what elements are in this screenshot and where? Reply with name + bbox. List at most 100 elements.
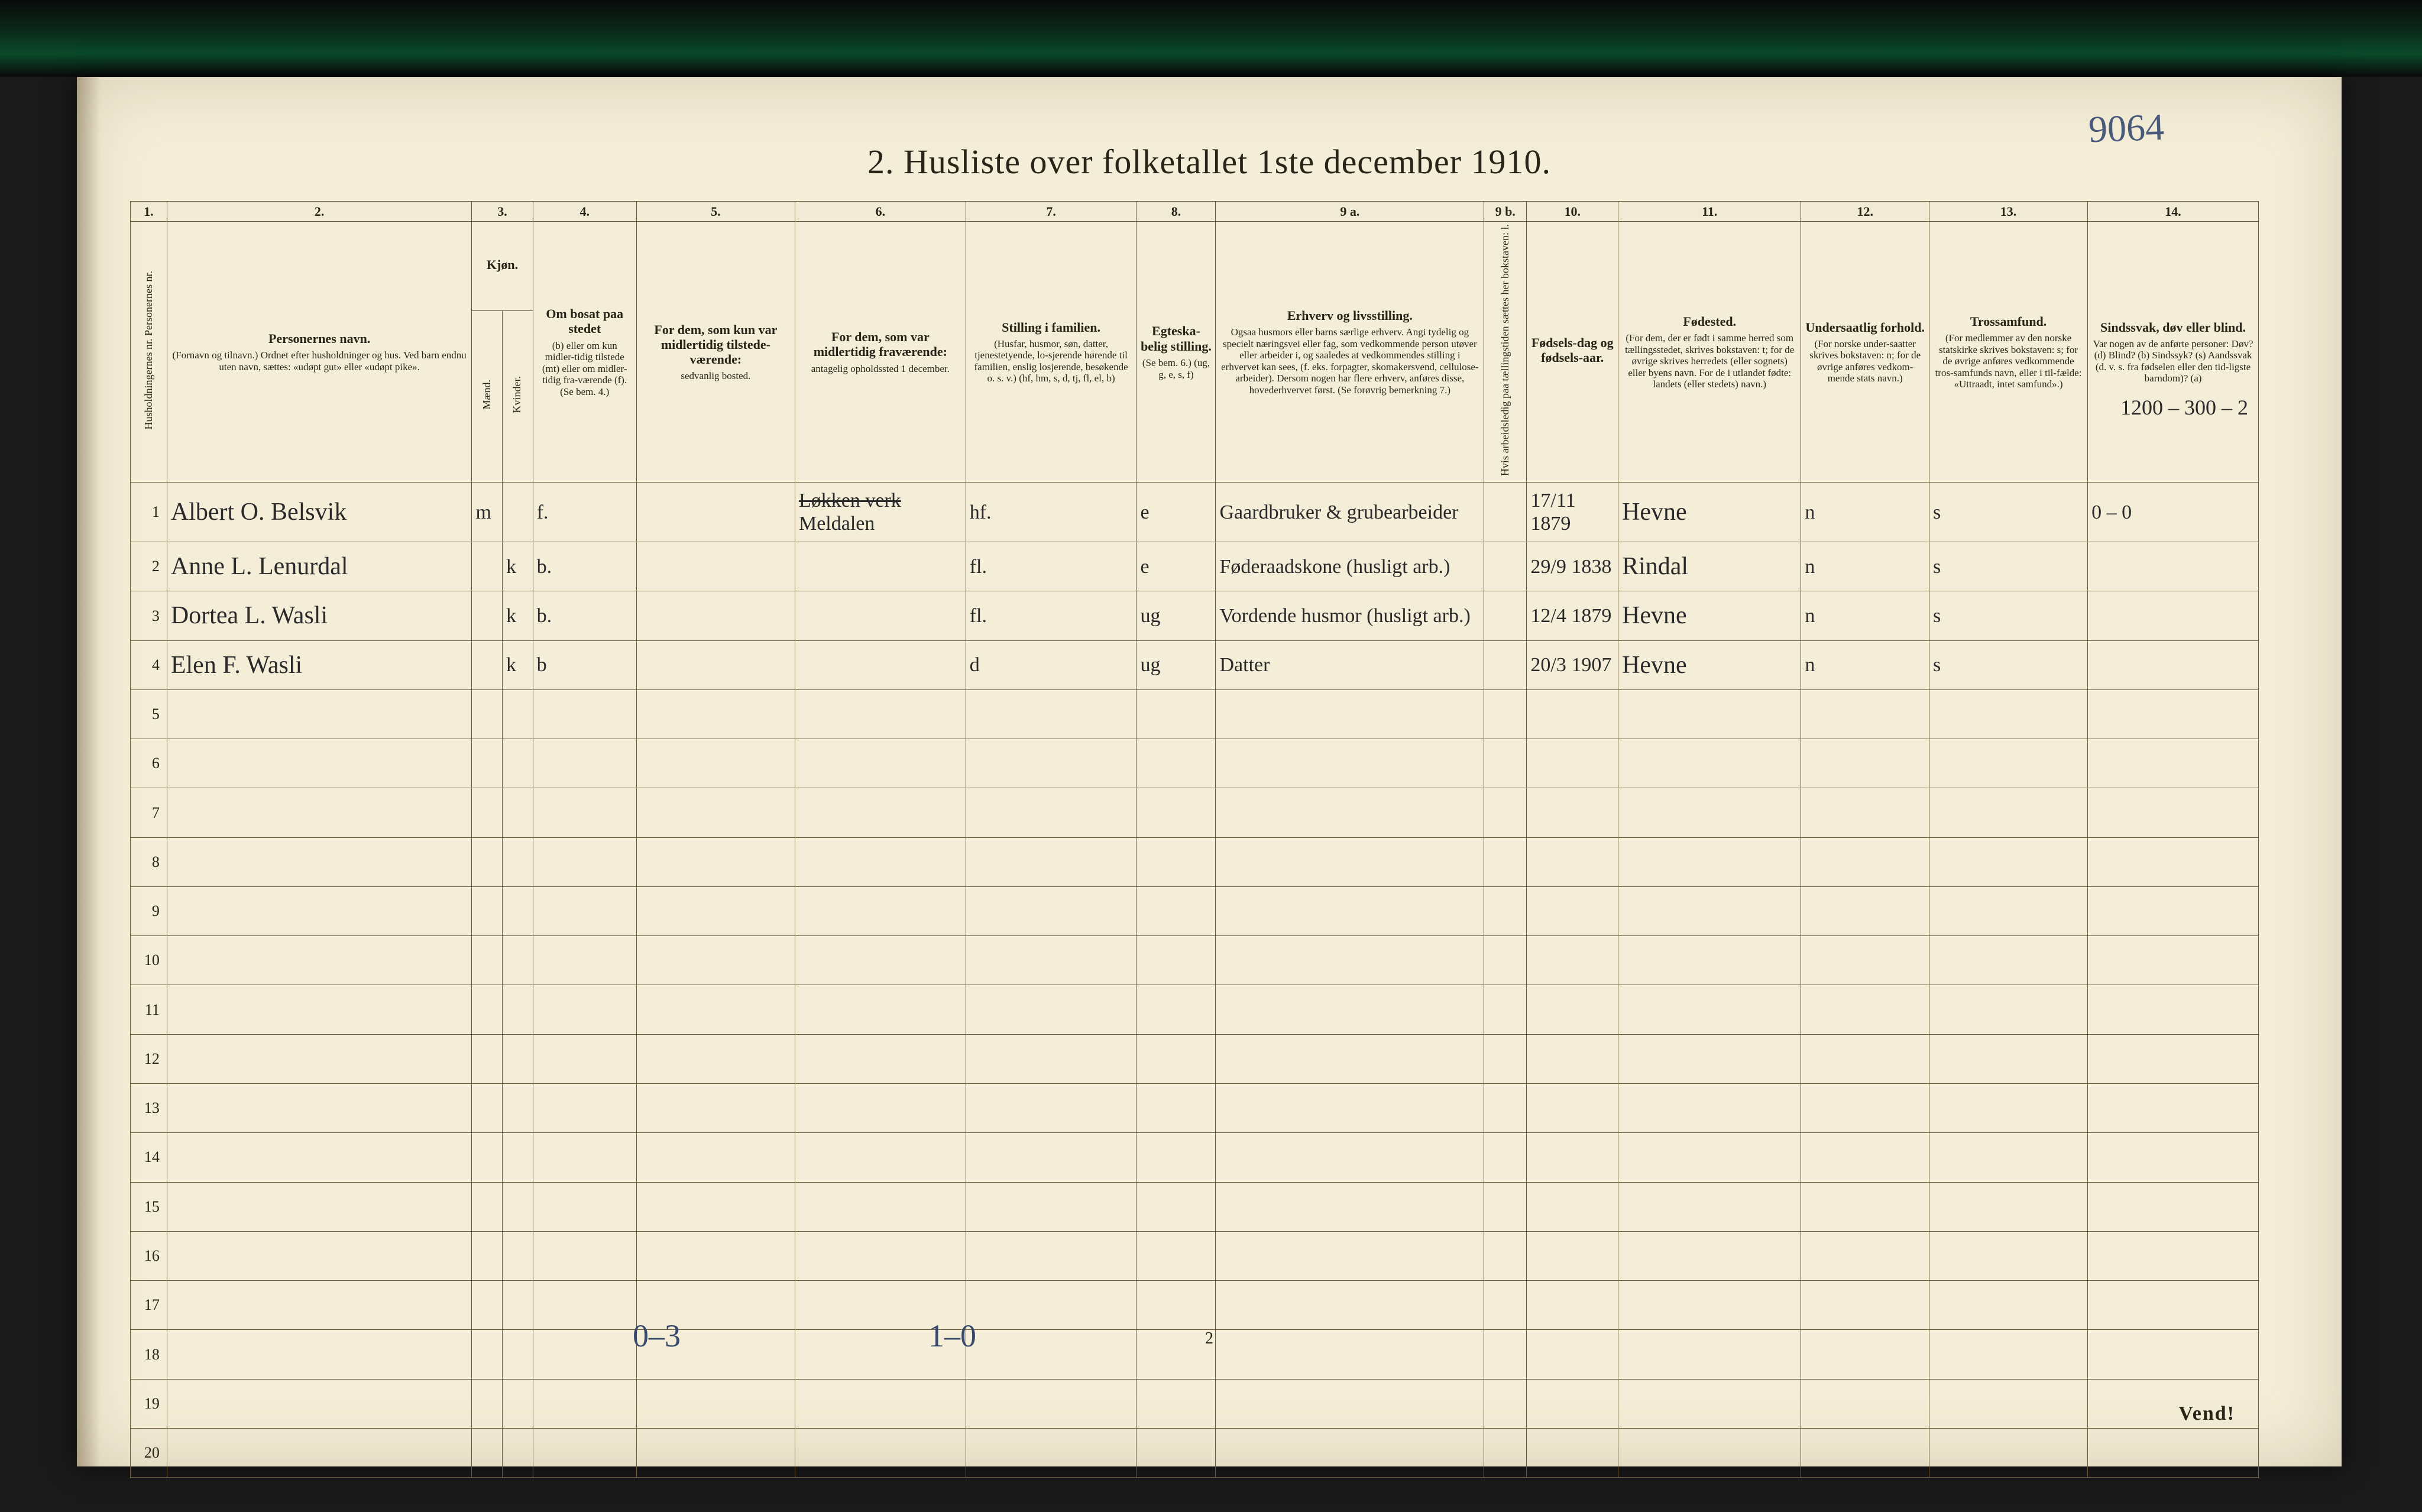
empty-cell	[533, 1330, 636, 1379]
hdr-11: Fødested. (For dem, der er født i samme …	[1618, 222, 1801, 483]
table-row: 3Dortea L. Waslikb.fl.ugVordende husmor …	[131, 591, 2259, 640]
row-number: 12	[131, 1034, 167, 1083]
table-row-empty: 5	[131, 689, 2259, 739]
empty-cell	[2088, 886, 2259, 935]
row-number: 15	[131, 1182, 167, 1231]
empty-cell	[503, 837, 533, 886]
empty-cell	[1216, 936, 1484, 985]
empty-cell	[636, 689, 795, 739]
empty-cell	[533, 689, 636, 739]
empty-cell	[1618, 739, 1801, 788]
empty-cell	[472, 1034, 503, 1083]
hdr-11-title: Fødested.	[1622, 314, 1797, 329]
empty-cell	[1136, 1133, 1216, 1182]
hdr-8: Egteska-belig stilling. (Se bem. 6.) (ug…	[1136, 222, 1216, 483]
empty-cell	[2088, 1231, 2259, 1280]
empty-cell	[795, 739, 966, 788]
hdr-4: Om bosat paa stedet (b) eller om kun mid…	[533, 222, 636, 483]
empty-cell	[533, 1182, 636, 1231]
row-number: 6	[131, 739, 167, 788]
empty-cell	[533, 1281, 636, 1330]
hdr-13: Trossamfund. (For medlemmer av den norsk…	[1929, 222, 2087, 483]
row-number: 9	[131, 886, 167, 935]
cell-c7: fl.	[966, 591, 1136, 640]
empty-cell	[966, 1034, 1136, 1083]
cell-sex-k: k	[503, 640, 533, 689]
hdr-5: For dem, som kun var midlertidig tilsted…	[636, 222, 795, 483]
cell-name: Albert O. Belsvik	[167, 483, 472, 542]
empty-cell	[1527, 1182, 1618, 1231]
colnum-9b: 9 b.	[1484, 202, 1527, 222]
empty-cell	[636, 1133, 795, 1182]
empty-cell	[1136, 886, 1216, 935]
cell-c5	[636, 542, 795, 591]
cell-c13: s	[1929, 483, 2087, 542]
empty-cell	[1801, 1428, 1929, 1477]
empty-cell	[636, 1428, 795, 1477]
hdr-2-sub: (Fornavn og tilnavn.) Ordnet efter husho…	[171, 349, 468, 373]
row-number: 13	[131, 1083, 167, 1132]
empty-cell	[1929, 739, 2087, 788]
empty-cell	[1136, 985, 1216, 1034]
cell-c7: fl.	[966, 542, 1136, 591]
empty-cell	[1527, 936, 1618, 985]
empty-cell	[1929, 788, 2087, 837]
empty-cell	[1801, 788, 1929, 837]
empty-cell	[1929, 936, 2087, 985]
empty-cell	[1929, 1231, 2087, 1280]
table-row-empty: 9	[131, 886, 2259, 935]
empty-cell	[1929, 886, 2087, 935]
empty-cell	[1136, 1281, 1216, 1330]
row-number: 19	[131, 1379, 167, 1428]
page-title: 2. Husliste over folketallet 1ste decemb…	[77, 142, 2342, 182]
empty-cell	[636, 1231, 795, 1280]
empty-cell	[1618, 837, 1801, 886]
empty-cell	[1527, 886, 1618, 935]
empty-cell	[795, 1231, 966, 1280]
hdr-2: Personernes navn. (Fornavn og tilnavn.) …	[167, 222, 472, 483]
hdr-7-sub: (Husfar, husmor, søn, datter, tjenestety…	[970, 338, 1133, 384]
column-number-row: 1. 2. 3. 4. 5. 6. 7. 8. 9 a. 9 b. 10. 11…	[131, 202, 2259, 222]
colnum-1: 1.	[131, 202, 167, 222]
table-row-empty: 17	[131, 1281, 2259, 1330]
empty-cell	[167, 1034, 472, 1083]
empty-cell	[503, 1428, 533, 1477]
empty-cell	[2088, 689, 2259, 739]
hdr-10: Fødsels-dag og fødsels-aar.	[1527, 222, 1618, 483]
empty-cell	[2088, 1083, 2259, 1132]
empty-cell	[1216, 1133, 1484, 1182]
empty-cell	[1484, 1083, 1527, 1132]
hdr-2-title: Personernes navn.	[171, 331, 468, 346]
empty-cell	[1216, 1182, 1484, 1231]
empty-cell	[1527, 1379, 1618, 1428]
cell-c12: n	[1801, 542, 1929, 591]
table-row-empty: 10	[131, 936, 2259, 985]
cell-c14	[2088, 542, 2259, 591]
empty-cell	[167, 689, 472, 739]
empty-cell	[167, 739, 472, 788]
empty-cell	[503, 739, 533, 788]
empty-cell	[966, 739, 1136, 788]
table-row-empty: 11	[131, 985, 2259, 1034]
empty-cell	[1801, 886, 1929, 935]
table-row-empty: 13	[131, 1083, 2259, 1132]
empty-cell	[966, 1281, 1136, 1330]
cell-sex-m: m	[472, 483, 503, 542]
empty-cell	[1216, 1231, 1484, 1280]
cell-bosat: b.	[533, 542, 636, 591]
empty-cell	[966, 1379, 1136, 1428]
empty-cell	[503, 1281, 533, 1330]
cell-sex-m	[472, 591, 503, 640]
empty-cell	[1136, 1330, 1216, 1379]
empty-cell	[1618, 1428, 1801, 1477]
hdr-9b: Hvis arbeidsledig paa tællingstiden sætt…	[1484, 222, 1527, 483]
empty-cell	[1801, 739, 1929, 788]
empty-cell	[167, 1428, 472, 1477]
empty-cell	[533, 837, 636, 886]
census-table-container: 1. 2. 3. 4. 5. 6. 7. 8. 9 a. 9 b. 10. 11…	[130, 201, 2259, 1301]
empty-cell	[636, 1182, 795, 1231]
empty-cell	[503, 1231, 533, 1280]
empty-cell	[1929, 689, 2087, 739]
empty-cell	[503, 1083, 533, 1132]
empty-cell	[2088, 936, 2259, 985]
